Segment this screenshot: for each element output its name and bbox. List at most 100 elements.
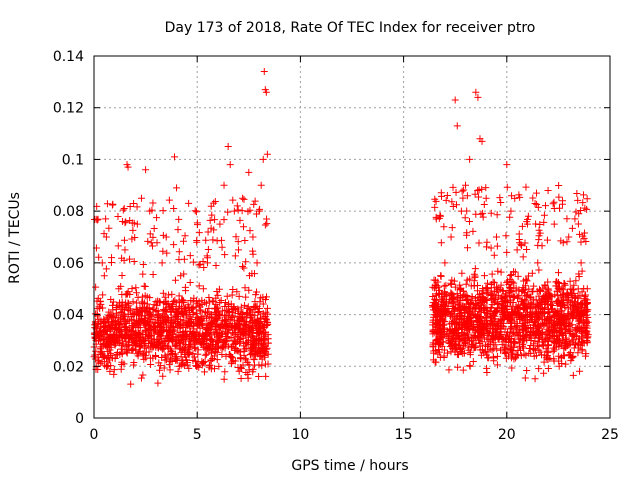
data-point (223, 292, 231, 300)
data-point (234, 206, 242, 214)
data-point (129, 346, 137, 354)
data-point (513, 246, 521, 254)
data-point (471, 190, 479, 198)
data-point (140, 282, 148, 290)
data-point (496, 286, 504, 294)
data-point (174, 226, 182, 234)
data-point (264, 339, 272, 347)
data-point (476, 293, 484, 301)
data-point (532, 352, 540, 360)
data-point (110, 366, 118, 374)
data-point (207, 224, 215, 232)
data-point (560, 279, 568, 287)
data-point (535, 266, 543, 274)
data-point (491, 326, 499, 334)
data-point (554, 269, 562, 277)
data-point (535, 323, 543, 331)
data-point (487, 209, 495, 217)
data-point (142, 305, 150, 313)
data-point (437, 189, 445, 197)
data-point (117, 345, 125, 353)
data-point (583, 205, 591, 213)
data-point (195, 229, 203, 237)
data-point (261, 332, 269, 340)
data-point (568, 309, 576, 317)
data-point (178, 331, 186, 339)
data-point (168, 336, 176, 344)
data-point (583, 334, 591, 342)
data-point (220, 375, 228, 383)
data-point (149, 233, 157, 241)
data-point (564, 291, 572, 299)
data-point (122, 218, 130, 226)
data-point (449, 202, 457, 210)
data-point (241, 345, 249, 353)
data-point (574, 220, 582, 228)
data-point (519, 299, 527, 307)
data-point (244, 370, 252, 378)
data-point (440, 223, 448, 231)
data-point (497, 346, 505, 354)
data-point (210, 331, 218, 339)
data-point (166, 345, 174, 353)
data-point (521, 374, 529, 382)
data-point (165, 332, 173, 340)
data-point (202, 308, 210, 316)
data-point (510, 337, 518, 345)
data-point (209, 355, 217, 363)
data-point (102, 215, 110, 223)
data-point (574, 285, 582, 293)
data-point (566, 285, 574, 293)
data-point (531, 322, 539, 330)
data-point (472, 304, 480, 312)
data-point (544, 278, 552, 286)
data-point (239, 361, 247, 369)
data-point (175, 298, 183, 306)
data-point (542, 345, 550, 353)
data-point (194, 346, 202, 354)
data-point (461, 214, 469, 222)
data-point (154, 379, 162, 387)
data-point (183, 322, 191, 330)
data-point (505, 352, 513, 360)
data-point (454, 293, 462, 301)
data-point (227, 334, 235, 342)
data-point (533, 309, 541, 317)
data-point (95, 356, 103, 364)
data-point (196, 319, 204, 327)
data-point (172, 305, 180, 313)
data-point (524, 272, 532, 280)
data-point (162, 233, 170, 241)
data-point (441, 311, 449, 319)
data-point (576, 319, 584, 327)
data-point (108, 332, 116, 340)
data-point (133, 220, 141, 228)
data-point (175, 292, 183, 300)
data-point (557, 341, 565, 349)
data-point (549, 326, 557, 334)
data-point (159, 344, 167, 352)
data-point (470, 270, 478, 278)
data-point (203, 252, 211, 260)
data-point (244, 333, 252, 341)
data-point (211, 308, 219, 316)
data-point (259, 349, 267, 357)
data-point (168, 290, 176, 298)
data-point (563, 238, 571, 246)
data-point (463, 229, 471, 237)
data-point (242, 258, 250, 266)
data-point (220, 181, 228, 189)
grid-lines (94, 56, 610, 418)
data-point (494, 300, 502, 308)
data-point (466, 299, 474, 307)
data-point (517, 313, 525, 321)
data-point (536, 229, 544, 237)
data-point (159, 289, 167, 297)
data-point (454, 363, 462, 371)
data-point (466, 362, 474, 370)
data-point (576, 367, 584, 375)
data-point (197, 307, 205, 315)
data-point (507, 207, 515, 215)
data-point (461, 340, 469, 348)
data-point (234, 324, 242, 332)
